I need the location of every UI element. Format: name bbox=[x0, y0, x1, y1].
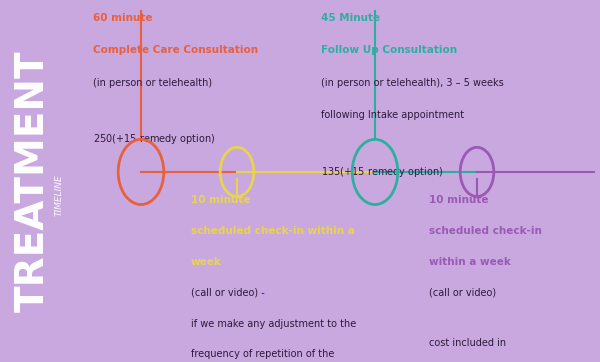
Text: cost included in: cost included in bbox=[429, 338, 506, 349]
Text: frequency of repetition of the: frequency of repetition of the bbox=[191, 349, 334, 359]
Text: 60 minute: 60 minute bbox=[93, 13, 152, 23]
Text: Follow Up Consultation: Follow Up Consultation bbox=[321, 45, 457, 55]
Text: Complete Care Consultation: Complete Care Consultation bbox=[93, 45, 258, 55]
Text: (call or video) -: (call or video) - bbox=[191, 288, 265, 298]
Text: scheduled check-in: scheduled check-in bbox=[429, 226, 542, 236]
Text: (call or video): (call or video) bbox=[429, 288, 496, 298]
Text: if we make any adjustment to the: if we make any adjustment to the bbox=[191, 319, 356, 329]
Text: TREATMENT: TREATMENT bbox=[14, 50, 52, 312]
Text: scheduled check-in within a: scheduled check-in within a bbox=[191, 226, 355, 236]
Text: (in person or telehealth), 3 – 5 weeks: (in person or telehealth), 3 – 5 weeks bbox=[321, 78, 504, 88]
Text: 10 minute: 10 minute bbox=[191, 195, 250, 206]
Text: TIMELINE: TIMELINE bbox=[55, 174, 64, 216]
Text: $250 (+ $15 remedy option): $250 (+ $15 remedy option) bbox=[93, 132, 215, 146]
Text: within a week: within a week bbox=[429, 257, 511, 267]
Text: $135 (+$15 remedy option): $135 (+$15 remedy option) bbox=[321, 165, 443, 179]
Text: following Intake appointment: following Intake appointment bbox=[321, 110, 464, 121]
Text: (in person or telehealth): (in person or telehealth) bbox=[93, 78, 212, 88]
Text: 10 minute: 10 minute bbox=[429, 195, 488, 206]
Text: 45 Minute: 45 Minute bbox=[321, 13, 380, 23]
Text: week: week bbox=[191, 257, 221, 267]
